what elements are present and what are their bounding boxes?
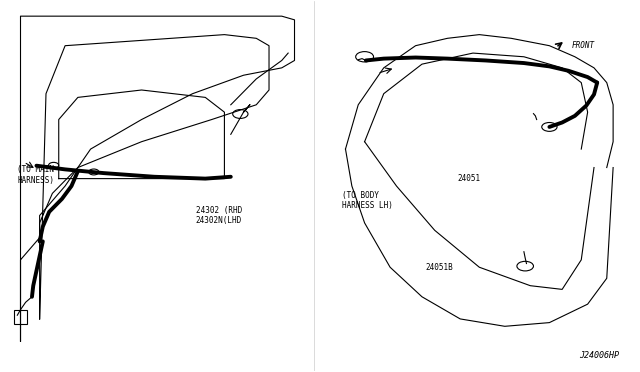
Text: 24051B: 24051B [425, 263, 453, 272]
Text: J24006HP: J24006HP [579, 350, 620, 359]
Text: FRONT: FRONT [572, 41, 595, 50]
Text: (TO BODY
HARNESS LH): (TO BODY HARNESS LH) [342, 191, 393, 211]
Bar [14, 310, 27, 324]
Text: (TO MAIN
HARNESS): (TO MAIN HARNESS) [17, 165, 54, 185]
Text: 24051: 24051 [457, 174, 480, 183]
Text: 24302 (RHD
24302N(LHD: 24302 (RHD 24302N(LHD [196, 206, 242, 225]
